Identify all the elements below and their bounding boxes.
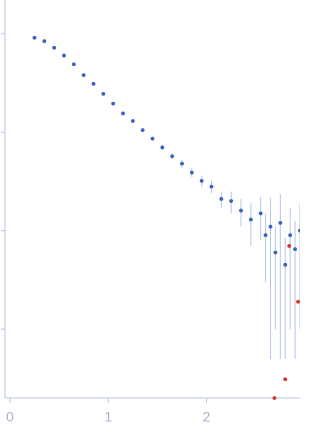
- data-point: [283, 377, 288, 382]
- data-point: [150, 136, 155, 141]
- data-point: [248, 217, 253, 222]
- data-point: [32, 35, 37, 40]
- data-point: [298, 228, 300, 233]
- data-point: [278, 220, 283, 225]
- data-point: [62, 53, 66, 58]
- data-point: [268, 224, 273, 229]
- data-point: [91, 81, 96, 86]
- data-point: [52, 45, 57, 50]
- data-point: [160, 145, 165, 150]
- data-point: [273, 250, 278, 255]
- data-point: [81, 73, 86, 78]
- data-point: [121, 111, 125, 116]
- data-point: [199, 179, 204, 183]
- x-tick-label: 0: [6, 409, 14, 425]
- data-point: [229, 199, 234, 203]
- chart: 0 1 2: [1, 0, 300, 425]
- data-point: [239, 208, 243, 213]
- x-tick-label: 2: [203, 409, 211, 425]
- data-point: [258, 211, 263, 216]
- data-point: [130, 119, 135, 123]
- data-point: [71, 62, 76, 67]
- x-tick-label: 1: [104, 409, 112, 425]
- data-point: [293, 247, 297, 252]
- data-point: [101, 91, 106, 96]
- data-point: [272, 396, 277, 400]
- data-point: [288, 233, 293, 238]
- data-point: [209, 184, 214, 189]
- data-point: [283, 262, 288, 267]
- data-point: [170, 154, 175, 159]
- data-point: [287, 244, 292, 248]
- data-point: [140, 128, 145, 133]
- data-point: [180, 161, 184, 166]
- data-point: [219, 197, 224, 201]
- data-point: [42, 39, 47, 44]
- data-point: [263, 233, 268, 238]
- data-point: [111, 101, 116, 106]
- data-point: [296, 299, 300, 304]
- data-point: [189, 170, 194, 175]
